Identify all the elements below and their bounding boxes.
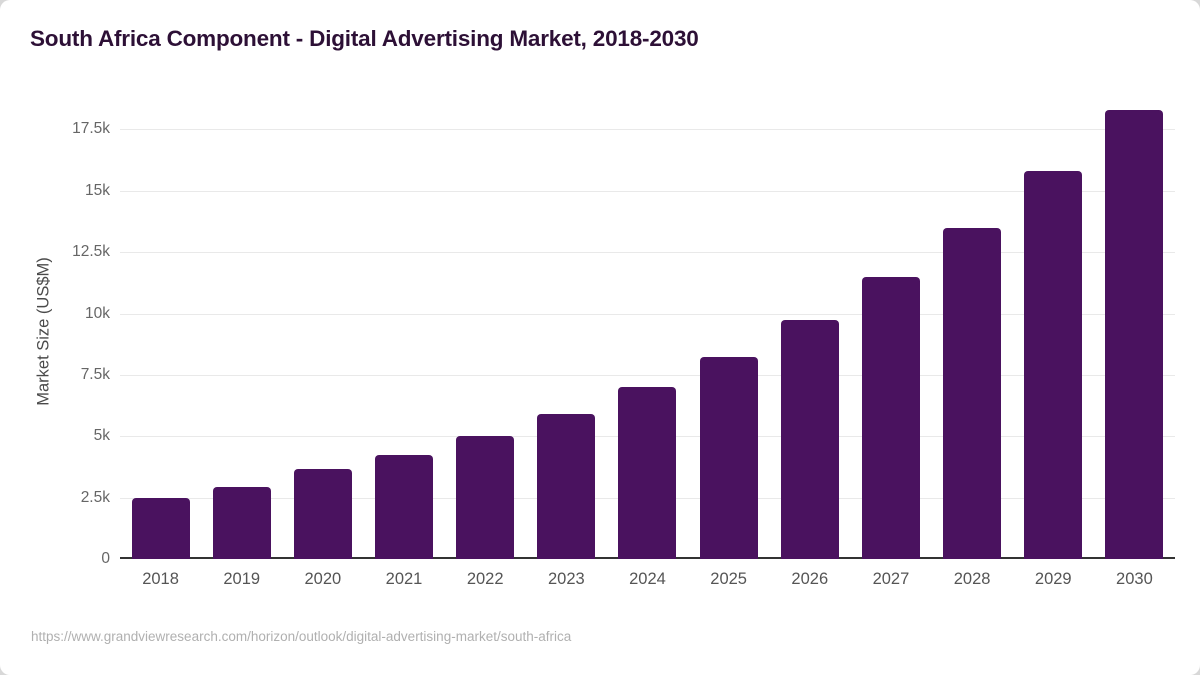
bar-group: 2024 — [607, 100, 688, 588]
bar-group: 2022 — [445, 100, 526, 588]
bar-group: 2019 — [201, 100, 282, 588]
page-title: South Africa Component - Digital Adverti… — [30, 26, 699, 51]
y-axis-tick-label: 10k — [85, 304, 110, 322]
bar-group: 2028 — [932, 100, 1013, 588]
bar[interactable] — [537, 414, 596, 559]
bar-group: 2030 — [1094, 100, 1175, 588]
bar[interactable] — [1105, 109, 1164, 559]
bar-group: 2027 — [850, 100, 931, 588]
y-axis-tick-label: 5k — [93, 427, 110, 445]
x-axis-tick-label: 2024 — [629, 570, 666, 588]
bar[interactable] — [618, 387, 677, 559]
bar[interactable] — [456, 435, 515, 559]
gridline — [120, 252, 1175, 254]
bar[interactable] — [943, 227, 1002, 559]
bar[interactable] — [861, 276, 920, 559]
y-axis-tick-label: 7.5k — [80, 365, 110, 383]
bar[interactable] — [293, 468, 352, 559]
bar-group: 2025 — [688, 100, 769, 588]
bar[interactable] — [699, 356, 758, 559]
bar[interactable] — [212, 486, 271, 559]
x-axis-tick-label: 2023 — [547, 570, 585, 588]
x-axis-tick-label: 2026 — [791, 570, 829, 588]
bar-group: 2029 — [1013, 100, 1094, 588]
x-axis-tick-label: 2028 — [953, 570, 991, 588]
y-axis-tick-label: 17.5k — [72, 120, 110, 138]
plot-area: 2018 2019 2020 2021 2022 2023 2024 2025 2026 2027… — [120, 100, 1175, 588]
y-axis-tick-label: 12.5k — [72, 243, 110, 261]
gridline — [120, 374, 1175, 376]
bar[interactable] — [1024, 171, 1083, 559]
bar-group: 2021 — [363, 100, 444, 588]
bar-group: 2018 — [120, 100, 201, 588]
y-axis-tick-label: 0 — [101, 550, 110, 567]
bar[interactable] — [375, 454, 434, 559]
gridline — [120, 313, 1175, 315]
bar-series: 2018 2019 2020 2021 2022 2023 2024 2025 2026 2027… — [120, 100, 1175, 588]
x-axis-tick-label: 2027 — [872, 570, 910, 588]
gridline — [120, 190, 1175, 192]
y-axis-tick-labels: 0 2.5k 5k 7.5k 10k 12.5k 15k 17.5k — [0, 100, 110, 567]
x-axis-tick-label: 2018 — [142, 570, 179, 588]
source-url: https://www.grandviewresearch.com/horizo… — [31, 629, 572, 644]
x-axis-tick-label: 2029 — [1034, 570, 1072, 588]
x-axis-tick-label: 2020 — [304, 570, 342, 588]
y-axis-tick-label: 2.5k — [80, 488, 110, 506]
bar-group: 2020 — [282, 100, 363, 588]
x-axis-tick-label: 2030 — [1116, 570, 1153, 588]
y-axis-tick-label: 15k — [85, 181, 110, 199]
bar-group: 2023 — [526, 100, 607, 588]
bar[interactable] — [780, 319, 839, 559]
x-axis-tick-label: 2022 — [466, 570, 504, 588]
x-axis-tick-label: 2025 — [710, 570, 747, 588]
x-axis-tick-label: 2021 — [385, 570, 423, 588]
bar-group: 2026 — [769, 100, 850, 588]
bar[interactable] — [131, 497, 190, 559]
x-axis-tick-label: 2019 — [223, 570, 261, 588]
gridline — [120, 129, 1175, 131]
